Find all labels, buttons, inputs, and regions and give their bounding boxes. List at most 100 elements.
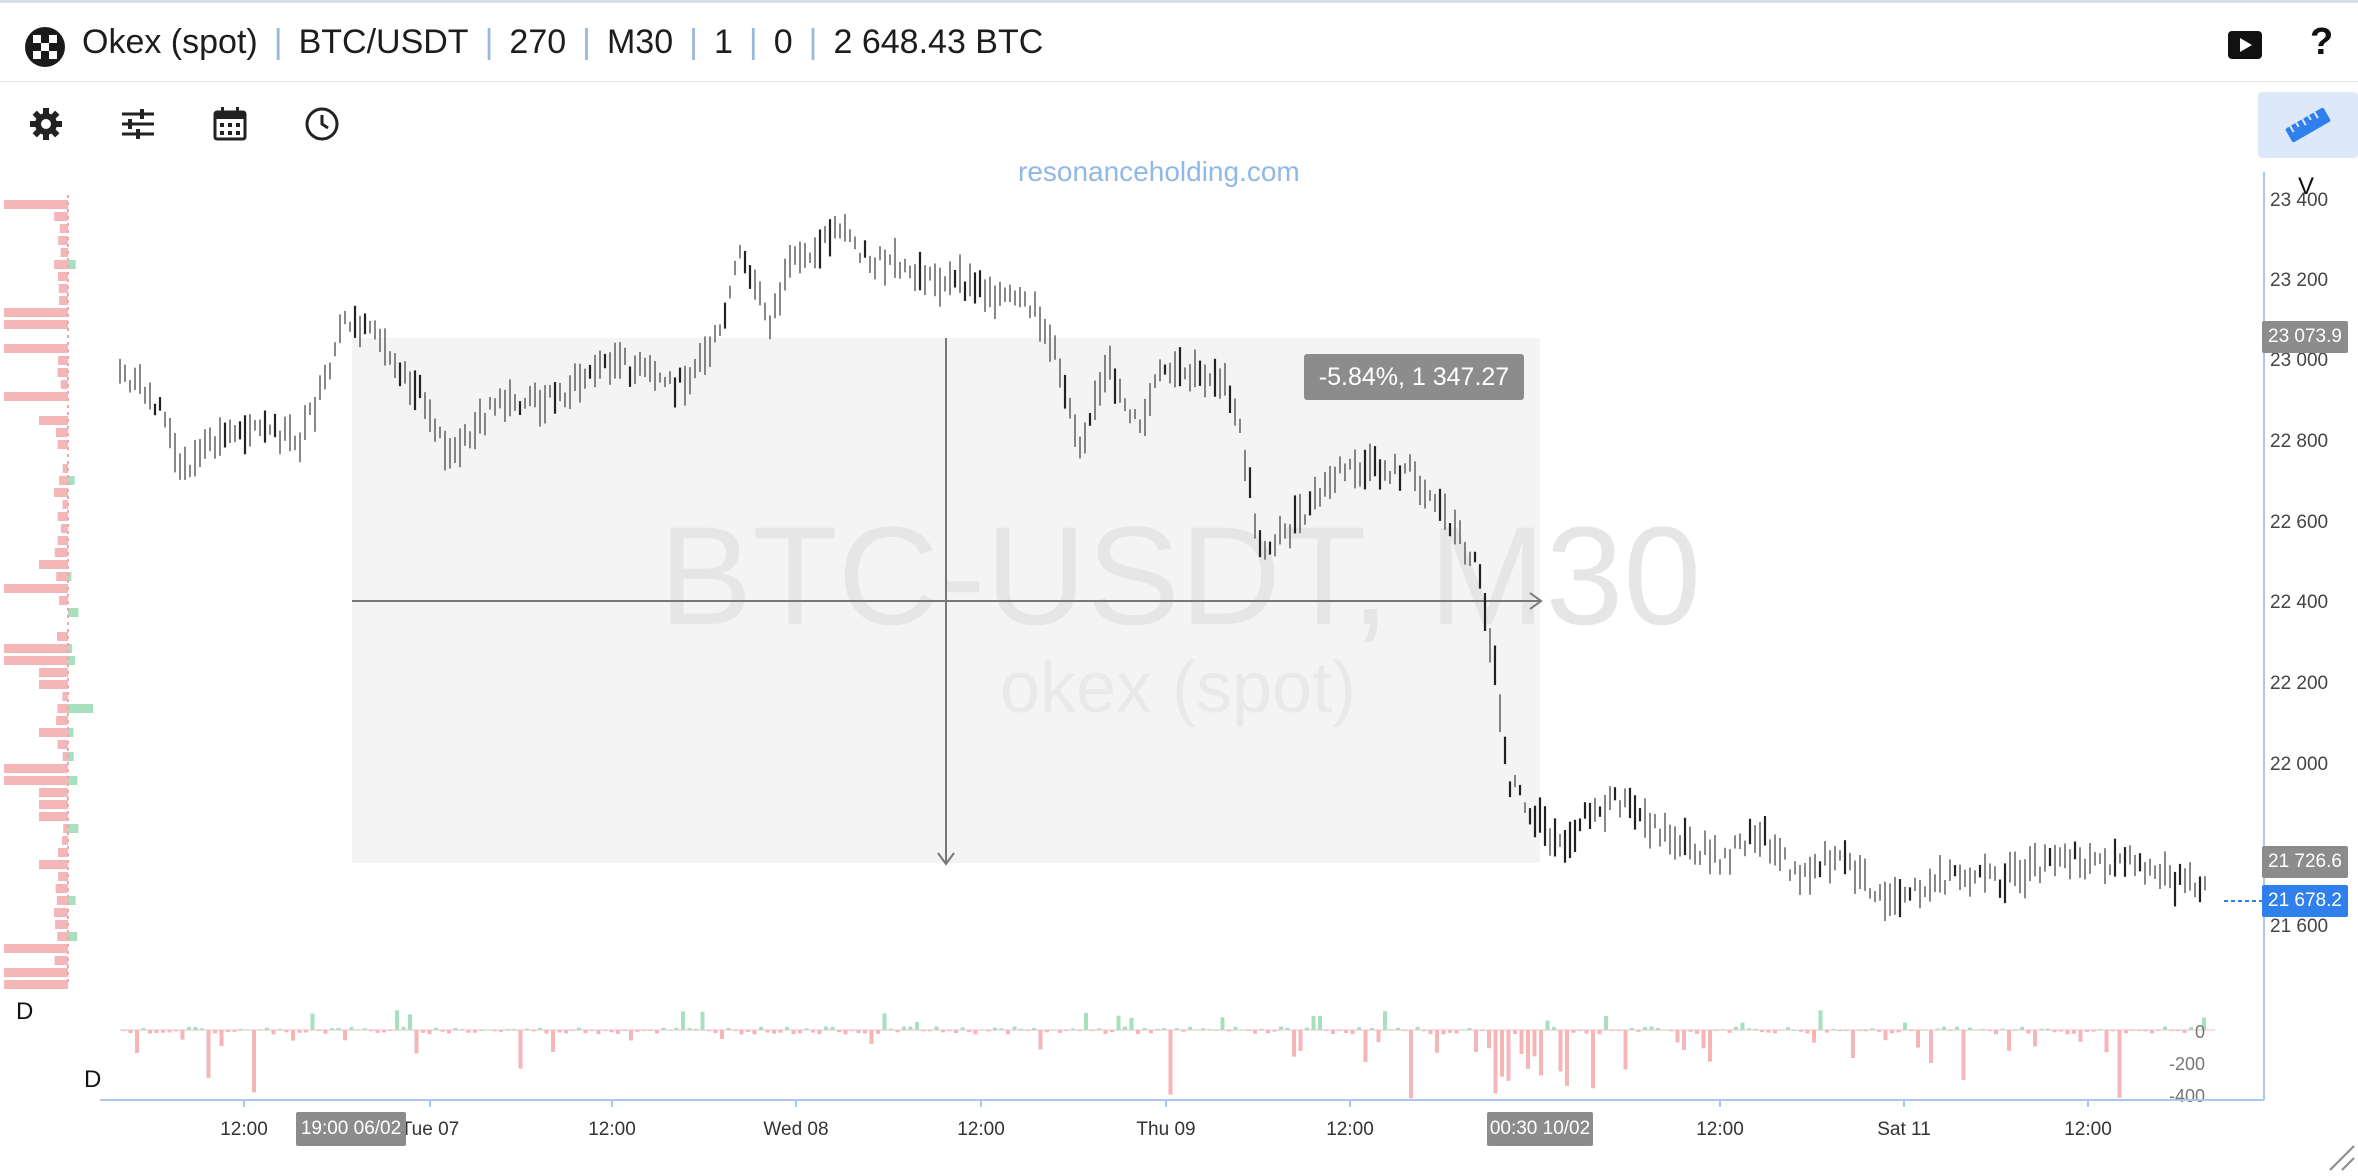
volume-delta-bar — [330, 1028, 334, 1030]
volume-delta-bar — [1773, 1030, 1777, 1034]
watermark-url[interactable]: resonanceholding.com — [1018, 156, 1300, 187]
volume-delta-bar — [135, 1030, 139, 1053]
volume-delta-bar — [739, 1030, 744, 1035]
volume-delta-bar — [1428, 1030, 1433, 1035]
gear-icon[interactable] — [28, 106, 64, 142]
volume-delta-bar — [460, 1029, 464, 1031]
volume-profile-bar-sell — [4, 344, 68, 353]
volume-delta-bar — [1402, 1030, 1407, 1031]
volume-delta-bar — [1194, 1029, 1199, 1031]
volume-profile-bar-sell — [63, 824, 68, 833]
volume-delta-bar — [1006, 1030, 1010, 1035]
volume-delta-bar — [1831, 1028, 1836, 1030]
volume-delta-bar — [2137, 1030, 2141, 1031]
volume-delta-bar — [973, 1030, 978, 1035]
volume-profile-bar-sell — [57, 536, 68, 545]
price-tick-label: 21 600 — [2270, 916, 2328, 937]
play-icon[interactable] — [2228, 31, 2262, 59]
price-chart[interactable]: BTC-USDT, M30 okex (spot) V 23 400 23 200… — [0, 165, 2358, 1176]
value1-field[interactable]: 270 — [509, 22, 567, 61]
volume-delta-bar — [564, 1030, 568, 1034]
volume-delta-bar — [934, 1026, 939, 1030]
volume-delta-bar — [1935, 1028, 1940, 1030]
price-ticks: 23 400 23 200 23 000 22 800 22 600 22 400 22 2… — [2270, 190, 2328, 937]
volume-delta-bar — [902, 1026, 906, 1030]
pair-selector[interactable]: BTC/USDT — [298, 22, 469, 61]
volume-delta-bar — [206, 1030, 211, 1078]
help-button[interactable]: ? — [2310, 21, 2334, 63]
volume-delta-bar — [1097, 1028, 1101, 1030]
value3-field[interactable]: 0 — [773, 22, 793, 61]
volume-delta-bar — [1727, 1030, 1732, 1033]
volume-profile-bar-sell — [56, 716, 68, 725]
volume-delta-bar — [1181, 1030, 1186, 1032]
volume-delta-bar — [440, 1030, 445, 1032]
volume-delta-bar — [1526, 1030, 1530, 1069]
volume-delta-bar — [954, 1030, 958, 1033]
volume-delta-bar — [1786, 1027, 1790, 1030]
volume-delta-bar — [1766, 1030, 1771, 1033]
volume-delta-bar — [889, 1028, 893, 1030]
volume-delta-bar — [1565, 1030, 1569, 1086]
time-tick-label: Thu 09 — [1136, 1119, 1195, 1140]
volume-delta-bar — [388, 1030, 393, 1031]
clock-icon[interactable] — [304, 106, 340, 142]
volume-delta-bar — [128, 1030, 133, 1034]
volume-delta-bar — [193, 1027, 198, 1030]
volume-delta-bar — [284, 1030, 289, 1033]
volume-profile-bar-sell — [57, 704, 68, 713]
time-tick-label: 12:00 — [1696, 1119, 1744, 1140]
exchange-selector[interactable]: Okex (spot) — [82, 22, 258, 61]
volume-delta-bar — [1987, 1030, 1992, 1031]
resize-handle-icon[interactable] — [2329, 1145, 2355, 1171]
volume-delta-bar — [1662, 1029, 1667, 1031]
volume-profile-bar-buy — [68, 260, 76, 269]
volume-delta-bar — [1045, 1030, 1049, 1033]
volume-delta-bar — [401, 1026, 406, 1030]
volume-delta-bar — [1103, 1030, 1108, 1034]
volume-profile-bar-buy — [68, 896, 76, 905]
volume-delta-bar — [882, 1013, 887, 1030]
volume-delta-bar — [2091, 1030, 2096, 1032]
volume-delta-bar — [1064, 1030, 1069, 1031]
volume-delta-bar — [1370, 1028, 1374, 1030]
volume-profile-bar-sell — [62, 692, 68, 701]
volume-delta-bar — [1578, 1030, 1582, 1031]
volume-delta-bar — [219, 1030, 224, 1047]
volume-delta-bar — [1298, 1030, 1303, 1051]
volume-delta-bar — [817, 1030, 822, 1035]
volume-profile-bar-sell — [59, 596, 68, 605]
volume-profile-bar-sell — [54, 212, 68, 221]
volume-delta-bar — [1708, 1030, 1712, 1062]
volume-delta-bar — [226, 1030, 230, 1032]
volume-delta-bar — [850, 1030, 854, 1031]
volume-profile-bar-sell — [58, 236, 68, 245]
volume-profile-bar-sell — [39, 560, 68, 569]
volume-delta-bar — [382, 1030, 386, 1033]
sliders-icon[interactable] — [120, 106, 156, 142]
volume-delta-bar — [265, 1027, 269, 1030]
volume-profile-bar-sell — [39, 800, 68, 809]
volume-delta-bar — [1942, 1026, 1946, 1030]
logo-icon[interactable] — [24, 26, 66, 68]
header-bar: Okex (spot) | BTC/USDT | 270 | M30 | 1 |… — [0, 3, 2358, 82]
volume-delta-bar — [2020, 1026, 2024, 1030]
volume-delta-bar — [993, 1027, 997, 1030]
calendar-icon[interactable] — [212, 106, 248, 142]
volume-delta-bar — [1129, 1017, 1134, 1030]
timeframe-selector[interactable]: M30 — [606, 22, 674, 61]
volume-delta-bar — [1513, 1030, 1517, 1034]
volume-delta-bar — [544, 1030, 549, 1034]
volume-delta-bar — [674, 1027, 679, 1030]
volume-delta-bar — [804, 1028, 809, 1030]
volume-delta-bar — [1656, 1028, 1660, 1030]
value2-field[interactable]: 1 — [713, 22, 733, 61]
volume-profile-bar-sell — [58, 848, 68, 857]
volume-delta-bar — [1688, 1030, 1693, 1032]
volume-label-bottom: D — [84, 1066, 102, 1093]
volume-delta-bar — [1279, 1026, 1283, 1030]
volume-delta-bar — [466, 1030, 471, 1033]
ruler-button[interactable] — [2258, 92, 2358, 158]
volume-profile-bar-sell — [39, 680, 68, 689]
volume-delta-bar — [375, 1030, 380, 1033]
